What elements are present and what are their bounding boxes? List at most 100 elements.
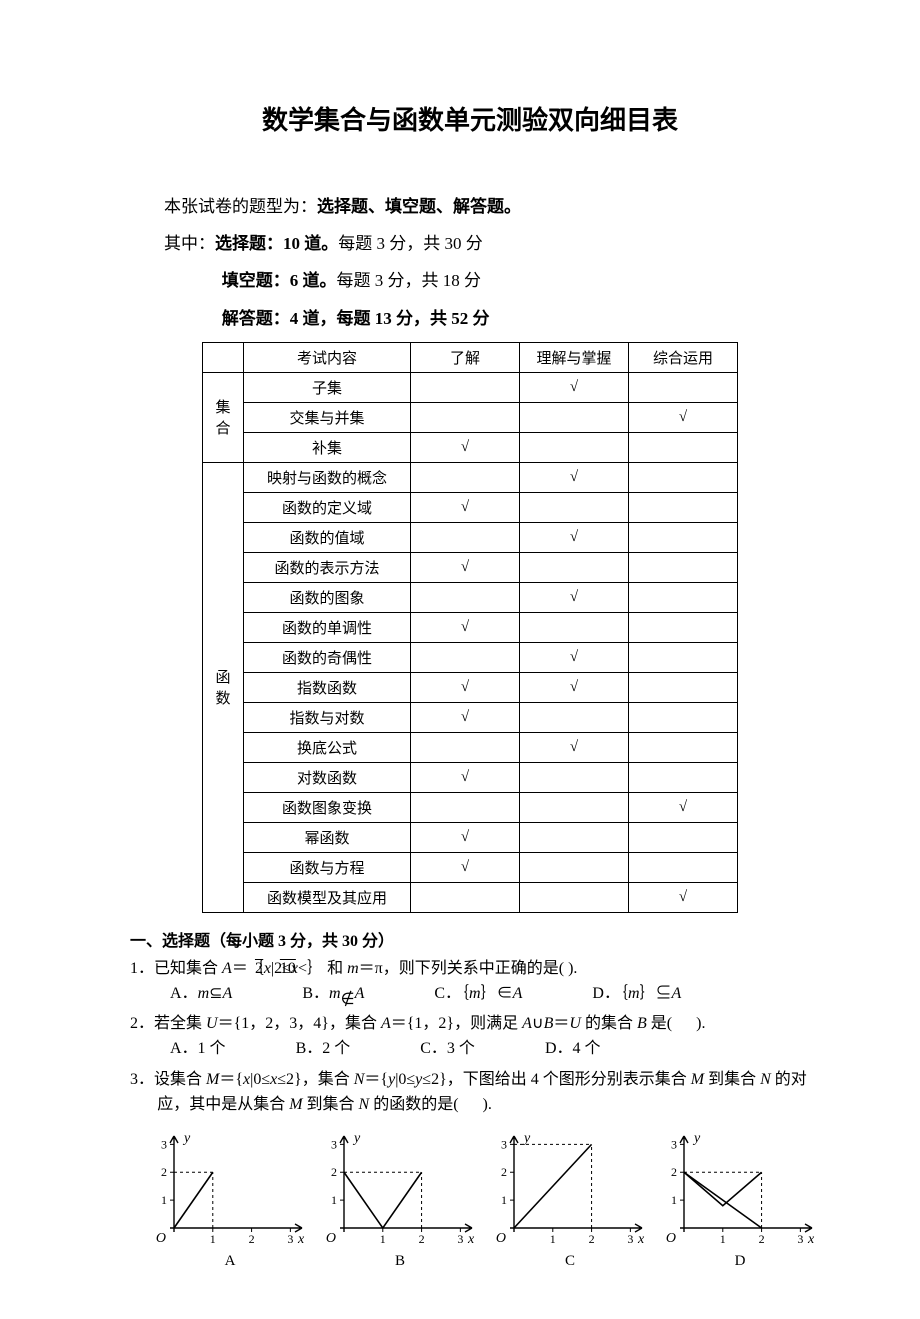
mark-cell [520,432,629,462]
chart-label: B [320,1250,480,1273]
mark-cell [520,792,629,822]
svg-text:O: O [156,1231,166,1246]
mark-cell [520,702,629,732]
topic-cell: 指数与对数 [244,702,411,732]
q1-mid: 和 [323,960,347,977]
spec-table: 考试内容了解理解与掌握综合运用集合子集√交集与并集√补集√函数映射与函数的概念√… [202,342,738,913]
mark-cell [629,672,738,702]
mark-cell: √ [629,882,738,912]
mark-cell: √ [411,552,520,582]
mark-cell: √ [411,432,520,462]
mark-cell [411,792,520,822]
q2-choice-b: B．2 个 [296,1037,351,1062]
table-header: 综合运用 [629,342,738,372]
q1-choice-d: D．｛m｝⊆A [592,982,681,1007]
intro-line2-prefix: 其中： [164,234,215,253]
svg-text:O: O [326,1231,336,1246]
chart-label: D [660,1250,820,1273]
svg-text:1: 1 [550,1232,556,1246]
question-1-body: 1．已知集合 A＝｛x|22≤x<10｝ 和 m＝π，则下列关系中正确的是( )… [130,957,810,982]
q1-set: A [222,960,232,977]
mark-cell: √ [520,582,629,612]
svg-text:O: O [666,1231,676,1246]
q1-pre: 已知集合 [154,960,222,977]
table-row: 函数映射与函数的概念√ [203,462,738,492]
chart-svg: 123123yxO [490,1128,650,1248]
intro-mc-label: 选择题：10 道。 [215,234,338,253]
q1-post: ，则下列关系中正确的是( ). [383,960,578,977]
table-row: 补集√ [203,432,738,462]
svg-text:y: y [522,1131,531,1146]
mark-cell [629,582,738,612]
table-row: 对数函数√ [203,762,738,792]
chart-label: C [490,1250,650,1273]
mark-cell: √ [520,462,629,492]
mark-cell [629,522,738,552]
mark-cell: √ [520,732,629,762]
mark-cell [411,522,520,552]
table-header: 考试内容 [244,342,411,372]
svg-text:2: 2 [589,1232,595,1246]
svg-text:1: 1 [380,1232,386,1246]
mark-cell [629,642,738,672]
intro-line-2: 其中：选择题：10 道。每题 3 分，共 30 分 [130,230,810,257]
intro-line1-prefix: 本张试卷的题型为： [164,197,317,216]
mark-cell [629,372,738,402]
mark-cell [411,462,520,492]
q1-choices: A．m⊆A B．m∉A C．｛m｝∈A D．｛m｝⊆A [170,982,810,1007]
table-row: 指数与对数√ [203,702,738,732]
intro-block: 本张试卷的题型为：选择题、填空题、解答题。 其中：选择题：10 道。每题 3 分… [130,193,810,332]
table-row: 函数模型及其应用 √ [203,882,738,912]
mark-cell: √ [411,852,520,882]
svg-text:2: 2 [249,1232,255,1246]
svg-text:2: 2 [161,1165,167,1179]
svg-text:3: 3 [161,1137,167,1151]
mark-cell [520,822,629,852]
mark-cell [629,432,738,462]
mark-cell [629,732,738,762]
mark-cell [629,612,738,642]
q1-num: 1． [130,960,154,977]
mark-cell [520,492,629,522]
mark-cell [411,372,520,402]
section-1-heading: 一、选择题（每小题 3 分，共 30 分） [130,927,810,951]
svg-text:1: 1 [210,1232,216,1246]
mark-cell [629,762,738,792]
mark-cell: √ [411,672,520,702]
topic-cell: 函数的单调性 [244,612,411,642]
question-1: 1．已知集合 A＝｛x|22≤x<10｝ 和 m＝π，则下列关系中正确的是( )… [130,957,810,1007]
chart-svg: 123123yxO [150,1128,310,1248]
topic-cell: 函数的奇偶性 [244,642,411,672]
q1-choice-a: A．m⊆A [170,982,232,1007]
topic-cell: 换底公式 [244,732,411,762]
intro-fr-label: 解答题：4 道， [222,309,337,328]
intro-fb-rest: 每题 3 分，共 18 分 [337,271,482,290]
svg-text:3: 3 [797,1232,803,1246]
svg-text:y: y [352,1131,361,1146]
group-name-cell: 函数 [203,462,244,912]
topic-cell: 函数模型及其应用 [244,882,411,912]
mark-cell [520,402,629,432]
q2-choice-a: A．1 个 [170,1037,226,1062]
mark-cell [520,762,629,792]
table-row: 函数的奇偶性 √ [203,642,738,672]
mark-cell: √ [411,612,520,642]
table-row: 交集与并集√ [203,402,738,432]
mark-cell [629,552,738,582]
table-row: 幂函数√ [203,822,738,852]
intro-line-3: 填空题：6 道。每题 3 分，共 18 分 [222,267,810,294]
mark-cell [629,492,738,522]
svg-text:O: O [496,1231,506,1246]
svg-text:1: 1 [720,1232,726,1246]
intro-line1-bold: 选择题、填空题、解答题。 [317,197,521,216]
mark-cell [411,732,520,762]
intro-line-4: 解答题：4 道，每题 13 分，共 52 分 [222,305,810,332]
mark-cell: √ [411,762,520,792]
table-header [203,342,244,372]
page-title: 数学集合与函数单元测验双向细目表 [130,100,810,137]
svg-text:2: 2 [759,1232,765,1246]
svg-text:3: 3 [457,1232,463,1246]
mark-cell: √ [520,642,629,672]
mark-cell: √ [520,672,629,702]
table-row: 集合子集√ [203,372,738,402]
